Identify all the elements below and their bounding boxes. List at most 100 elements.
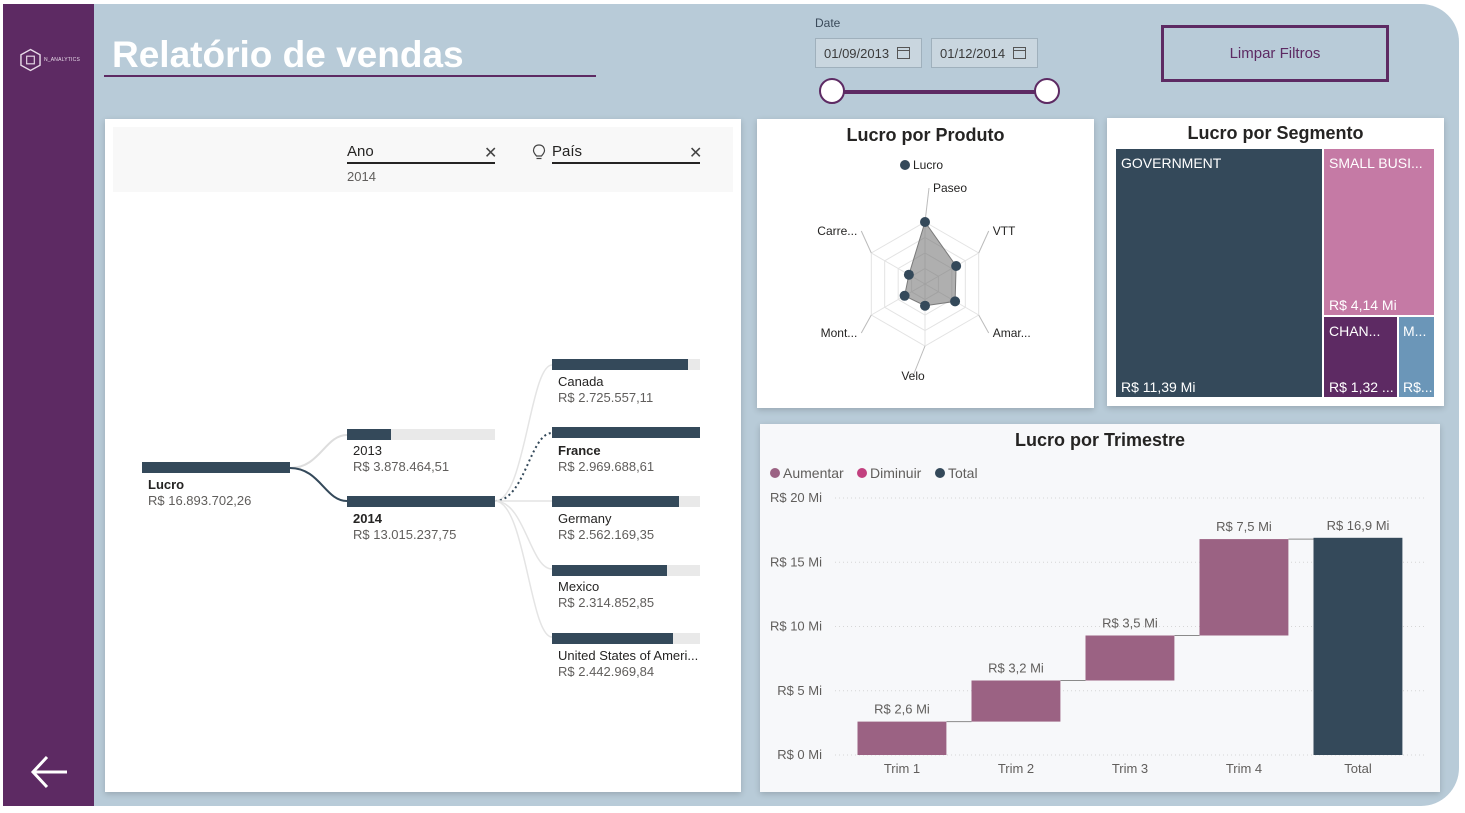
tree-node-bar[interactable] xyxy=(552,565,668,576)
tree-node-bar[interactable] xyxy=(552,427,700,438)
radar-axis-label: VTT xyxy=(993,224,1016,238)
radar-axis-label: Amar... xyxy=(993,326,1031,340)
date-slicer-label: Date xyxy=(815,16,841,30)
treemap-card: Lucro por Segmento GOVERNMENT R$ 11,39 M… xyxy=(1107,118,1444,406)
tree-node-bar-bg xyxy=(347,429,495,440)
radar-label-leader xyxy=(978,230,990,254)
radar-point[interactable] xyxy=(920,300,930,311)
tree-node-label: Lucro xyxy=(148,477,185,492)
tree-node-value: R$ 16.893.702,26 xyxy=(148,493,252,508)
radar-axis-label: Carre... xyxy=(817,224,857,238)
legend-dot xyxy=(900,160,910,170)
waterfall-bar[interactable] xyxy=(1199,539,1289,636)
tree-node-bar[interactable] xyxy=(552,496,680,507)
waterfall-bar[interactable] xyxy=(971,680,1061,722)
level-filter-ano: 2014 xyxy=(347,169,376,184)
radar-label-leader xyxy=(860,314,872,334)
level-header-pais[interactable]: País xyxy=(552,143,700,164)
date-range-start-handle[interactable] xyxy=(819,78,845,104)
radar-point[interactable] xyxy=(903,269,914,280)
radar-series-area xyxy=(904,220,957,307)
page-title: Relatório de vendas xyxy=(112,34,464,75)
lightbulb-icon[interactable] xyxy=(532,144,546,162)
radar-label-leader xyxy=(924,187,930,223)
radar-point[interactable] xyxy=(951,261,962,272)
tree-node-bar[interactable] xyxy=(347,429,392,440)
tree-node-value: R$ 3.878.464,51 xyxy=(353,459,450,474)
legend-label: Total xyxy=(948,465,978,481)
calendar-icon[interactable] xyxy=(1013,47,1027,59)
date-range-end-handle[interactable] xyxy=(1034,78,1060,104)
y-tick-label: R$ 5 Mi xyxy=(777,683,822,698)
radar-legend: Lucro xyxy=(900,158,943,172)
radar-label-leader xyxy=(978,314,990,334)
end-date-input[interactable]: 01/12/2014 xyxy=(931,38,1038,68)
radar-label-leader xyxy=(860,230,872,254)
waterfall-bar[interactable] xyxy=(857,721,947,755)
calendar-icon[interactable] xyxy=(897,47,911,59)
tree-node-label: Germany xyxy=(558,511,612,526)
treemap-title: Lucro por Segmento xyxy=(1187,123,1364,143)
tree-node-label: Canada xyxy=(558,374,604,389)
legend-item-total[interactable]: Total xyxy=(935,465,978,481)
waterfall-bar[interactable] xyxy=(1085,635,1175,681)
logo-text: N_ANALYTICS xyxy=(43,57,80,63)
y-tick-label: R$ 15 Mi xyxy=(770,554,822,569)
tree-node-bar[interactable] xyxy=(347,496,495,507)
waterfall-card: Lucro por Trimestre Aumentar Diminuir To… xyxy=(760,424,1440,792)
x-tick-label: Total xyxy=(1344,761,1372,776)
radar-point[interactable] xyxy=(950,296,961,307)
decomposition-tree-card: Ano ✕ 2014 País ✕ Lucro R$ 16.893.702,26… xyxy=(105,119,741,792)
radar-legend-label: Lucro xyxy=(913,158,944,172)
legend-dot xyxy=(935,468,945,478)
radar-axis-label: Mont... xyxy=(821,326,858,340)
back-arrow-icon[interactable] xyxy=(29,752,73,792)
treemap-tile-government[interactable]: GOVERNMENT R$ 11,39 Mi xyxy=(1116,149,1322,397)
tile-name: CHAN... xyxy=(1329,323,1381,339)
y-tick-label: R$ 20 Mi xyxy=(770,490,822,505)
start-date-input[interactable]: 01/09/2013 xyxy=(815,38,922,68)
tree-node-bar[interactable] xyxy=(142,462,290,473)
waterfall-data-label: R$ 2,6 Mi xyxy=(874,702,930,717)
waterfall-bar[interactable] xyxy=(1313,537,1403,755)
close-icon[interactable]: ✕ xyxy=(484,145,498,162)
tile-value: R$ 4,14 Mi xyxy=(1329,297,1397,313)
waterfall-data-label: R$ 3,2 Mi xyxy=(988,660,1044,675)
x-tick-label: Trim 2 xyxy=(998,761,1034,776)
legend-item-diminuir[interactable]: Diminuir xyxy=(857,465,921,481)
sidebar: N_ANALYTICS xyxy=(3,4,94,806)
legend-dot xyxy=(770,468,780,478)
radar-point[interactable] xyxy=(920,217,930,227)
tile-value: R$ 1,32 ... xyxy=(1329,379,1394,395)
tile-name: GOVERNMENT xyxy=(1121,155,1222,171)
close-icon[interactable]: ✕ xyxy=(689,145,703,162)
tree-connectors xyxy=(289,364,553,638)
radar-title: Lucro por Produto xyxy=(846,125,1005,145)
date-range-track[interactable] xyxy=(832,90,1047,94)
radar-card: Lucro por Produto Lucro Paseo VTT Amar... V… xyxy=(757,119,1094,408)
tree-node-value: R$ 2.562.169,35 xyxy=(558,527,655,542)
radar-chart: Paseo VTT Amar... Velo Mont... Carre... xyxy=(817,181,1031,383)
radar-label-leader xyxy=(912,345,926,377)
tree-node-label: 2014 xyxy=(353,511,382,526)
waterfall-data-label: R$ 3,5 Mi xyxy=(1102,615,1158,630)
treemap-tile-m[interactable]: M... R$... xyxy=(1399,317,1434,397)
waterfall-title: Lucro por Trimestre xyxy=(1014,430,1186,450)
start-date-value: 01/09/2013 xyxy=(824,45,890,61)
waterfall-data-label: R$ 7,5 Mi xyxy=(1216,519,1272,534)
tree-node-label: United States of Ameri... xyxy=(558,648,699,663)
treemap-tile-channel[interactable]: CHAN... R$ 1,32 ... xyxy=(1324,317,1397,397)
level-header-ano[interactable]: Ano xyxy=(347,143,495,164)
clear-filters-button[interactable]: Limpar Filtros xyxy=(1161,25,1389,82)
treemap-tile-small-business[interactable]: SMALL BUSI... R$ 4,14 Mi xyxy=(1324,149,1434,315)
tree-node-bar[interactable] xyxy=(552,359,689,370)
tree-node-bar[interactable] xyxy=(552,633,674,644)
title-underline xyxy=(104,75,596,77)
x-tick-label: Trim 3 xyxy=(1112,761,1148,776)
tree-node-label: 2013 xyxy=(353,443,382,458)
legend-item-aumentar[interactable]: Aumentar xyxy=(770,465,844,481)
radar-axis-label: Velo xyxy=(901,369,925,383)
tree-node-value: R$ 2.442.969,84 xyxy=(558,664,655,679)
tile-value: R$ 11,39 Mi xyxy=(1121,379,1196,395)
radar-point[interactable] xyxy=(899,290,910,301)
